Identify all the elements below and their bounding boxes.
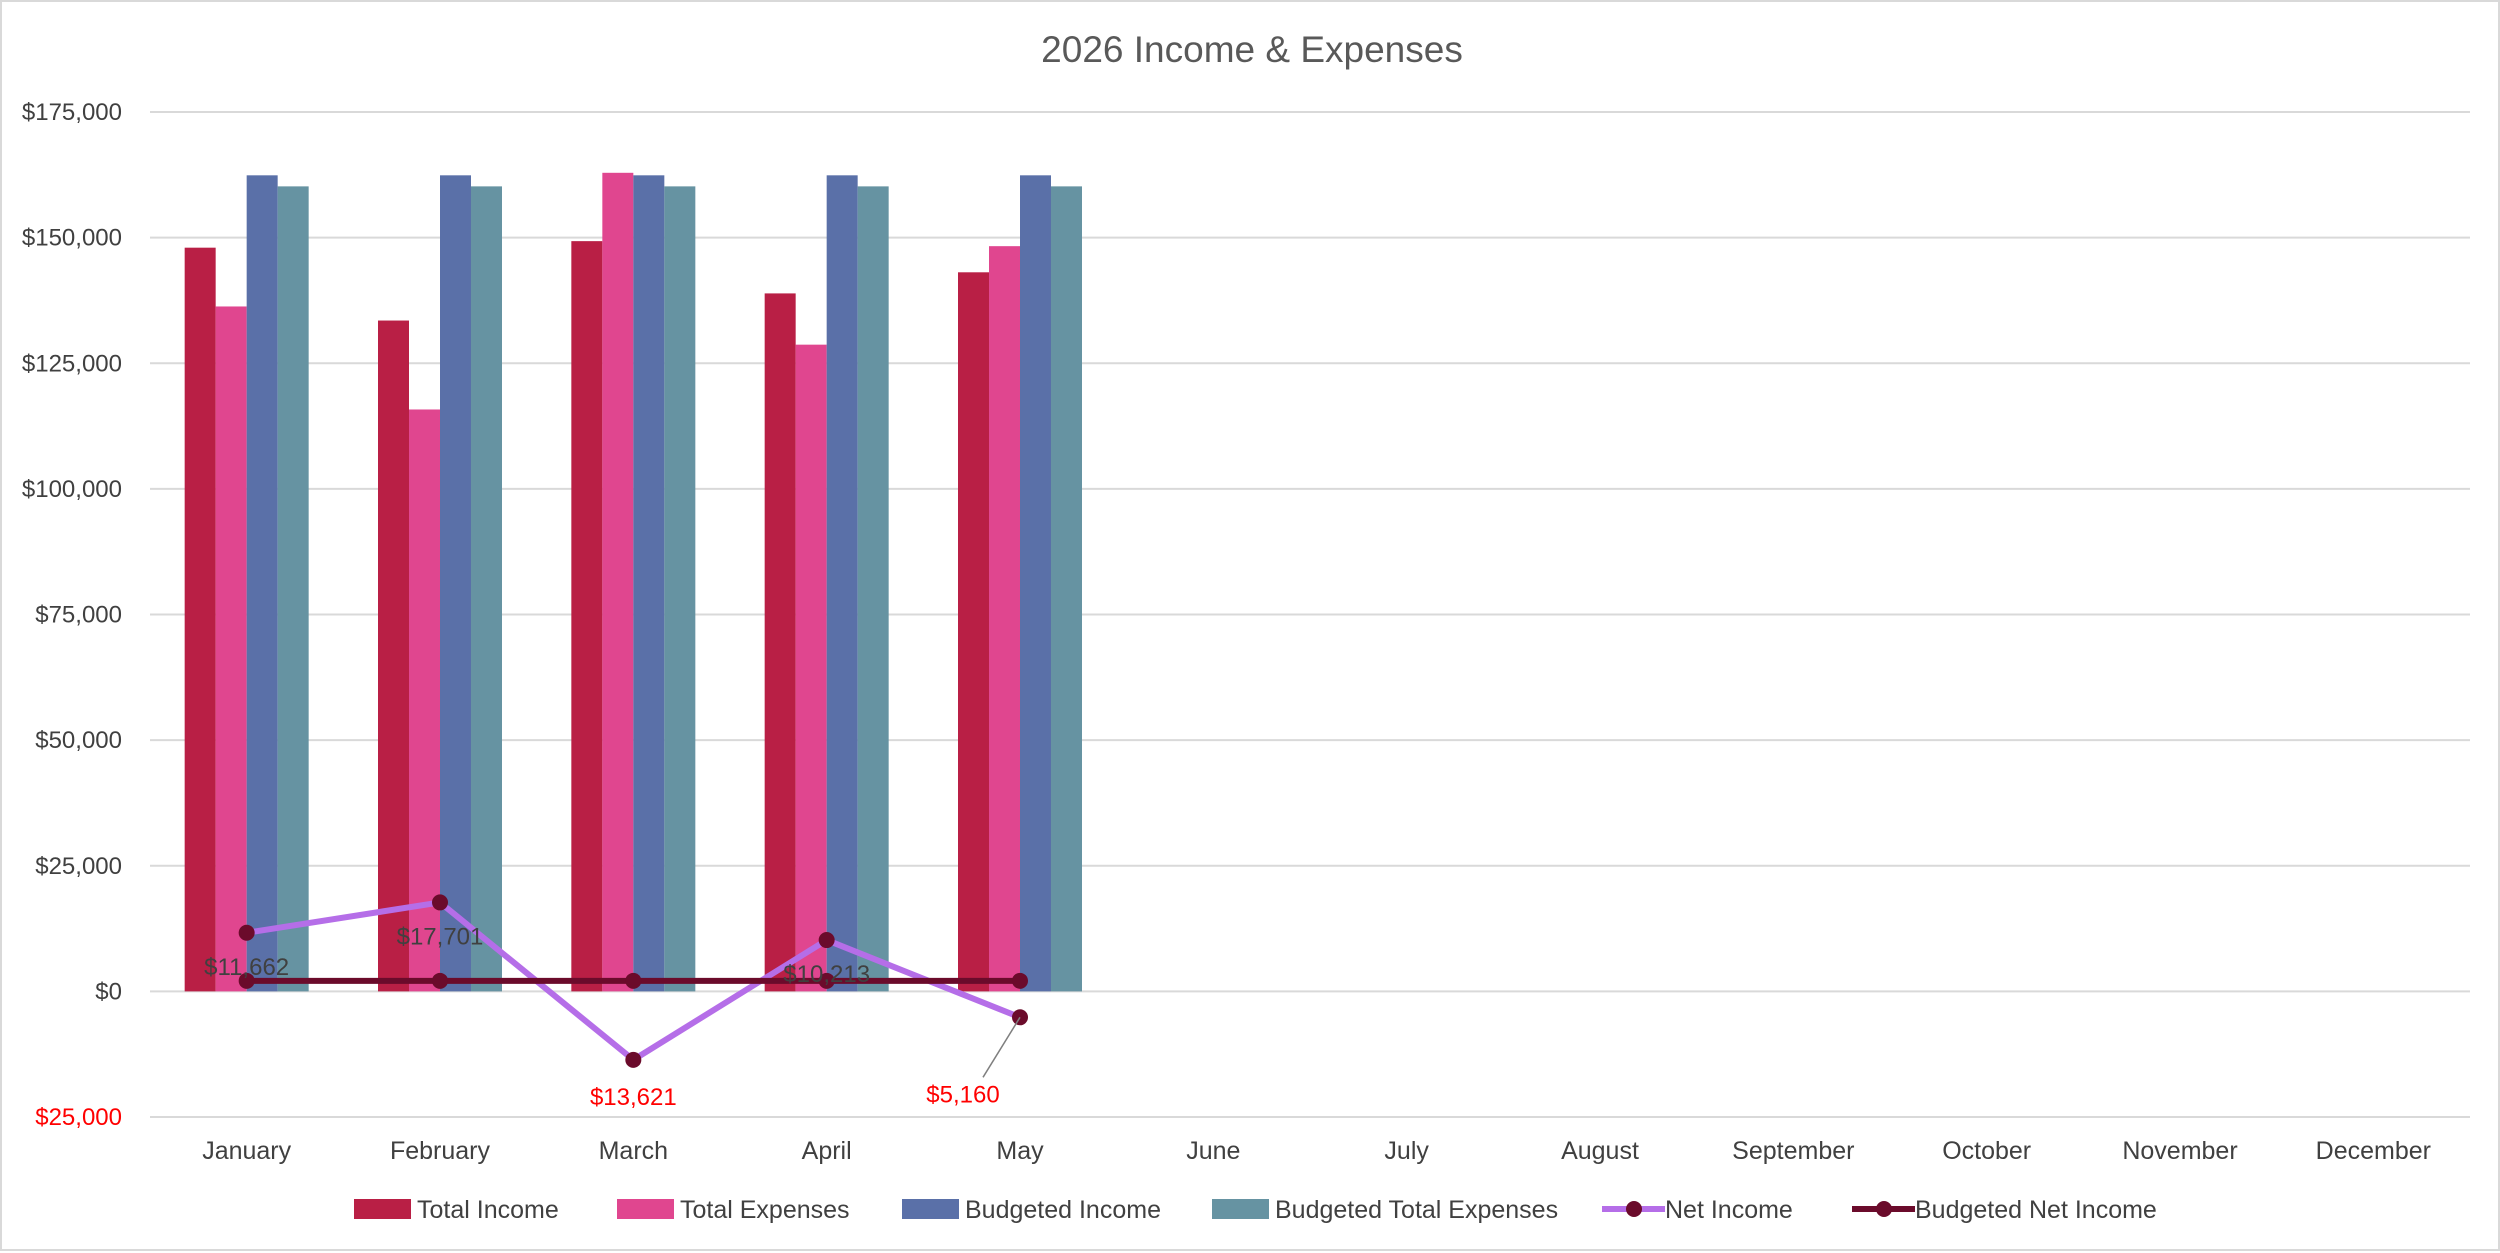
x-category-label: November xyxy=(2122,1137,2237,1165)
legend-label-budgeted-total-expenses: Budgeted Total Expenses xyxy=(1275,1196,1558,1224)
bar-budgeted-income xyxy=(633,175,665,992)
y-tick-label: $175,000 xyxy=(22,99,122,126)
bar-total-income xyxy=(378,320,409,992)
legend-swatch-total-expenses xyxy=(617,1199,674,1219)
x-category-label: April xyxy=(802,1137,852,1165)
x-category-label: January xyxy=(202,1137,291,1165)
legend-swatch-budgeted-total-expenses xyxy=(1212,1199,1269,1219)
bar-budgeted-total-expenses xyxy=(1051,186,1082,992)
y-tick-label: $25,000 xyxy=(35,1104,122,1131)
legend-swatch-budgeted-income xyxy=(902,1199,959,1219)
bar-total-expenses xyxy=(215,306,247,992)
marker-budgeted-net-income xyxy=(625,972,642,989)
bar-budgeted-income xyxy=(826,175,858,992)
net-income-data-label: $5,160 xyxy=(926,1081,999,1108)
bar-budgeted-total-expenses xyxy=(857,186,889,992)
y-tick-label: $75,000 xyxy=(35,602,122,629)
gridlines xyxy=(150,111,2470,1118)
x-axis-categories: January February March April May June July Augu… xyxy=(202,1137,2431,1165)
bars xyxy=(184,172,1082,992)
net-income-data-label: $13,621 xyxy=(590,1084,677,1111)
marker-budgeted-net-income xyxy=(1012,972,1028,989)
bar-total-income xyxy=(764,293,796,992)
legend-label-total-expenses: Total Expenses xyxy=(680,1196,850,1224)
legend-marker-budgeted-net-income xyxy=(1876,1201,1892,1217)
y-tick-label: $50,000 xyxy=(35,727,122,754)
bar-budgeted-income xyxy=(1020,175,1051,992)
bar-total-income xyxy=(958,272,989,992)
chart-title: 2026 Income & Expenses xyxy=(1041,29,1463,70)
bar-total-income xyxy=(571,241,603,992)
legend-marker-net-income xyxy=(1626,1201,1642,1217)
x-category-label: March xyxy=(599,1137,668,1165)
lines xyxy=(238,894,1028,1068)
x-category-label: December xyxy=(2316,1137,2431,1165)
x-category-label: August xyxy=(1561,1137,1639,1165)
x-category-label: October xyxy=(1942,1137,2031,1165)
net-income-data-label: $11,662 xyxy=(204,954,289,981)
marker-budgeted-net-income xyxy=(238,972,255,989)
legend-swatch-total-income xyxy=(354,1199,411,1219)
marker-net-income xyxy=(818,932,835,949)
bar-budgeted-total-expenses xyxy=(471,186,502,992)
bar-budgeted-income xyxy=(440,175,471,992)
x-category-label: September xyxy=(1732,1137,1854,1165)
legend-label-budgeted-net-income: Budgeted Net Income xyxy=(1915,1196,2157,1224)
marker-budgeted-net-income xyxy=(432,972,448,989)
bar-budgeted-total-expenses xyxy=(664,186,696,992)
y-tick-label: $100,000 xyxy=(22,476,122,503)
y-axis-ticks: $175,000 $150,000 $125,000 $100,000 $75,000 $… xyxy=(22,99,122,1131)
marker-budgeted-net-income xyxy=(818,972,835,989)
legend-label-net-income: Net Income xyxy=(1665,1196,1793,1224)
legend-label-budgeted-income: Budgeted Income xyxy=(965,1196,1161,1224)
label-leader-line xyxy=(982,1016,1021,1078)
legend-label-total-income: Total Income xyxy=(417,1196,559,1224)
x-category-label: June xyxy=(1186,1137,1240,1165)
marker-net-income xyxy=(238,924,255,941)
bar-budgeted-total-expenses xyxy=(277,186,309,992)
marker-net-income xyxy=(1012,1009,1028,1026)
y-tick-label: $25,000 xyxy=(35,853,122,880)
x-category-label: May xyxy=(996,1137,1044,1165)
bar-total-income xyxy=(184,247,216,992)
x-category-label: July xyxy=(1384,1137,1429,1165)
marker-net-income xyxy=(432,894,448,911)
bar-total-expenses xyxy=(795,344,827,992)
marker-net-income xyxy=(625,1051,642,1068)
legend: Total Income Total Expenses Budgeted Incom… xyxy=(354,1196,2157,1224)
bar-budgeted-income xyxy=(246,175,278,992)
net-income-data-label: $10,213 xyxy=(783,961,870,988)
bar-total-expenses xyxy=(602,172,634,992)
bar-total-expenses xyxy=(989,246,1020,992)
y-tick-label: $0 xyxy=(95,978,122,1005)
y-tick-label: $150,000 xyxy=(22,225,122,252)
x-category-label: February xyxy=(390,1137,491,1165)
net-income-data-label: $17,701 xyxy=(397,923,484,950)
bar-total-expenses xyxy=(409,409,440,992)
data-labels: $11,662 $17,701 $13,621 $10,213 $5,160 xyxy=(204,923,1021,1111)
y-tick-label: $125,000 xyxy=(22,350,122,377)
